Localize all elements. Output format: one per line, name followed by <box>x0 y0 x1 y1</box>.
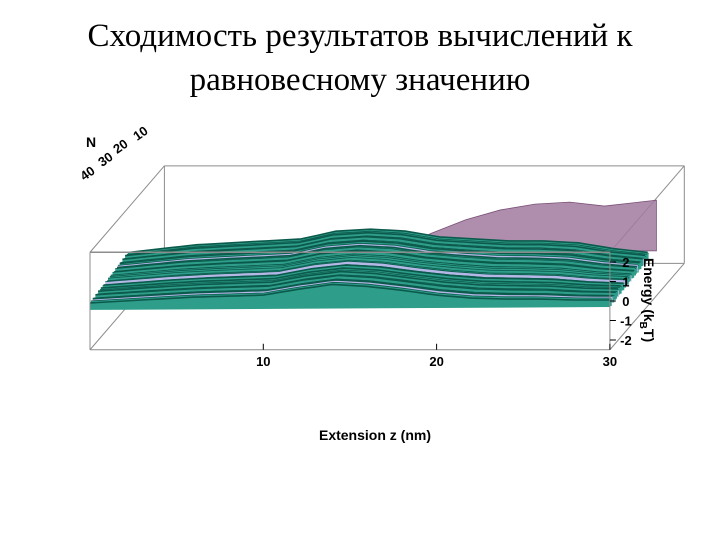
z-tick-label: 20 <box>110 136 130 157</box>
surface-band <box>90 284 610 310</box>
surface-trace <box>103 264 624 286</box>
x-axis-label: Extension z (nm) <box>319 427 431 443</box>
y-tick-label: 0 <box>622 294 629 309</box>
surface-trace <box>90 281 611 302</box>
box-edge-top-left <box>89 165 165 253</box>
surface-trace <box>120 239 641 263</box>
z-tick-label: 40 <box>77 163 97 184</box>
y-tick-label: -2 <box>620 333 632 348</box>
surface-trace <box>119 240 640 265</box>
surface-trace <box>100 267 621 289</box>
page-title: Сходимость результатов вычислений к равн… <box>40 14 680 102</box>
surface-trace <box>107 259 628 282</box>
surface-trace <box>122 235 643 261</box>
surface-trace <box>102 265 623 286</box>
y-tick-label: 1 <box>622 275 629 290</box>
surface-trace <box>127 228 648 254</box>
title-line-1: Сходимость результатов вычислений к <box>87 18 633 54</box>
surface-trace <box>110 253 631 276</box>
title-line-2: равновесному значению <box>189 62 531 98</box>
surface-trace <box>109 255 630 277</box>
surface-trace <box>95 274 616 296</box>
surface-trace <box>89 283 610 304</box>
x-tick-label: 30 <box>603 354 617 369</box>
surface-trace <box>115 246 636 270</box>
y-tick-label: -1 <box>620 314 632 329</box>
surface-trace <box>107 257 628 279</box>
x-tick-label: 10 <box>256 354 270 369</box>
box-edge-floor-right <box>609 263 685 351</box>
surface-trace <box>117 242 638 266</box>
plot-box-front <box>89 251 611 351</box>
z-axis-label: N <box>86 134 96 150</box>
surface-trace <box>99 269 620 291</box>
surface-trace <box>126 230 647 255</box>
z-tick-label: 10 <box>130 123 150 144</box>
surface-trace <box>98 270 619 292</box>
surface-trace <box>114 249 635 273</box>
energy-surface <box>89 228 649 310</box>
y-axis-label: Energy (kBT) <box>637 258 657 342</box>
surface-trace <box>93 278 614 299</box>
y-tick-label: 2 <box>622 255 629 270</box>
surface-trace <box>116 244 637 269</box>
z-tick-label: 30 <box>95 149 115 170</box>
surface-trace <box>125 231 646 257</box>
surface-trace <box>92 279 613 300</box>
x-tick-label: 20 <box>429 354 443 369</box>
surface-trace <box>105 260 626 283</box>
